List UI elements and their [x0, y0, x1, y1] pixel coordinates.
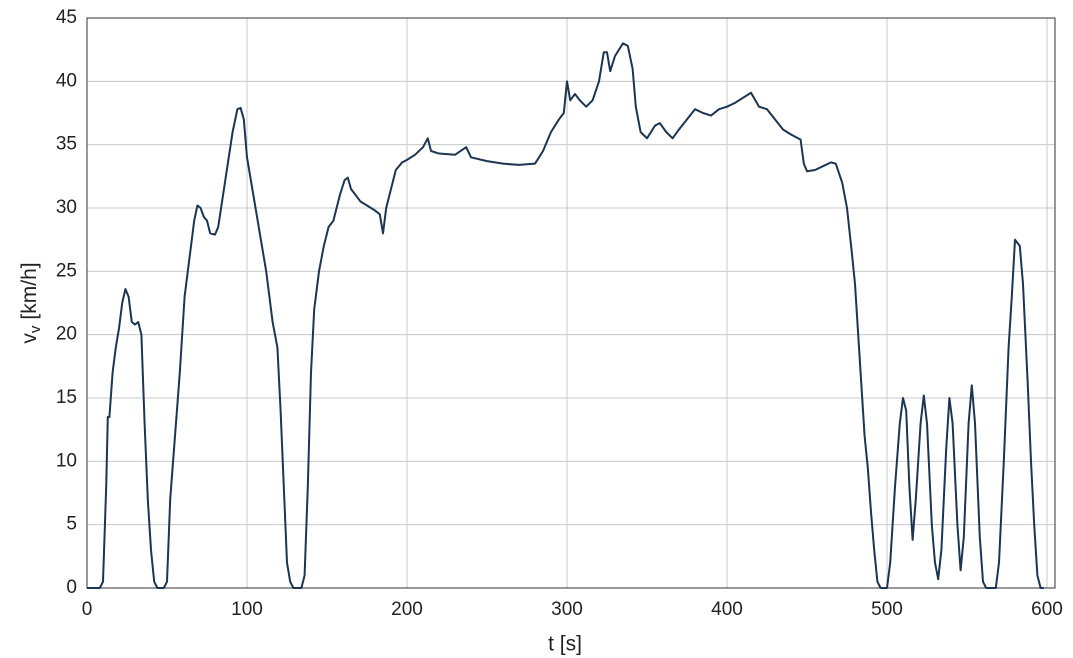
y-tick-label: 15: [56, 387, 77, 408]
x-tick-label: 300: [551, 599, 583, 620]
x-tick-label: 400: [711, 599, 743, 620]
y-tick-label: 45: [56, 7, 77, 28]
y-tick-label: 0: [66, 577, 77, 598]
x-axis-label: t [s]: [548, 633, 582, 656]
x-tick-label: 600: [1031, 599, 1063, 620]
y-tick-label: 10: [56, 450, 77, 471]
y-axis-subscript: v: [27, 325, 44, 333]
y-axis-unit: [km/h]: [18, 262, 41, 319]
y-tick-label: 30: [56, 197, 77, 218]
x-tick-label: 0: [82, 599, 93, 620]
x-tick-label: 200: [391, 599, 423, 620]
y-tick-label: 5: [66, 514, 77, 535]
y-axis-label: vv [km/h]: [18, 262, 44, 343]
y-axis-symbol: v: [18, 333, 41, 344]
y-tick-label: 40: [56, 70, 77, 91]
y-tick-label: 25: [56, 260, 77, 281]
plot-frame: [86, 17, 1056, 589]
x-tick-label: 100: [231, 599, 263, 620]
data-line: [87, 42, 1044, 589]
y-tick-label: 20: [56, 324, 77, 345]
y-tick-label: 35: [56, 134, 77, 155]
x-tick-label: 500: [871, 599, 903, 620]
